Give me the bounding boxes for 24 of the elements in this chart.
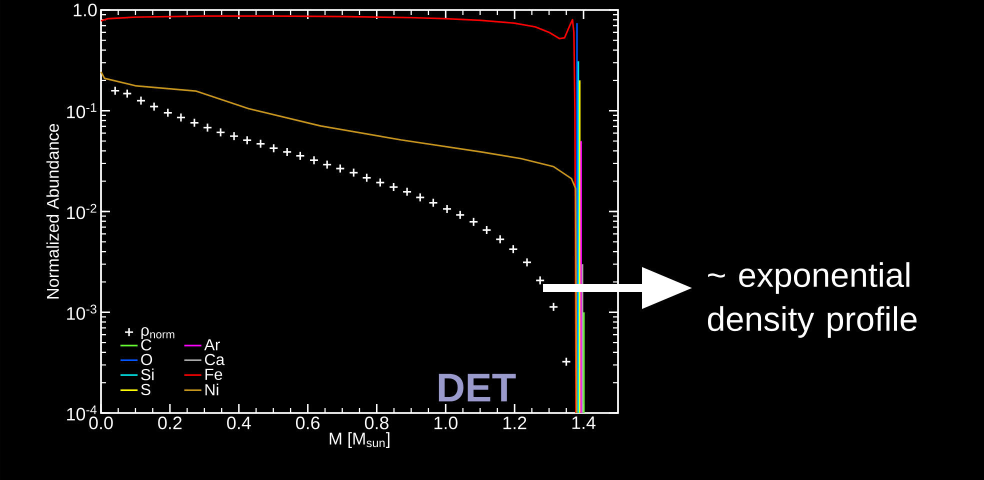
y-tick-label: 10$^{-2}$ xyxy=(67,204,96,220)
legend-label: S xyxy=(141,384,150,396)
annotation: DET xyxy=(438,374,516,402)
legend-label: Ca xyxy=(204,354,225,366)
x-tick-label: 1.4 xyxy=(572,416,596,429)
legend-label: ρ$_{norm}$ xyxy=(141,327,174,340)
legend-label: O xyxy=(141,354,152,366)
text: ~ exponential density profile xyxy=(708,262,917,338)
x-tick-label: 1.2 xyxy=(503,416,526,430)
x-tick-label: 1.0 xyxy=(434,416,458,430)
legend-label: Si xyxy=(141,368,154,380)
legend-label: Fe xyxy=(205,368,222,380)
x-axis-title: M [M$_{sun}$] xyxy=(330,432,390,448)
x-tick-label: 0.2 xyxy=(158,416,182,430)
y-axis-title: Normalized Abundance xyxy=(46,124,59,298)
y-tick-label: 1.0 xyxy=(74,4,97,16)
legend-label: Ni xyxy=(205,384,218,396)
x-tick-label: 0.4 xyxy=(227,416,251,430)
x-tick-label: 0.6 xyxy=(296,416,320,430)
legend-label: C xyxy=(141,339,152,351)
x-tick-label: 0.8 xyxy=(364,416,388,430)
y-tick-label: 10$^{-1}$ xyxy=(67,103,96,118)
legend-label: Ar xyxy=(204,339,220,350)
y-tick-label: 10$^{-3}$ xyxy=(67,304,96,320)
